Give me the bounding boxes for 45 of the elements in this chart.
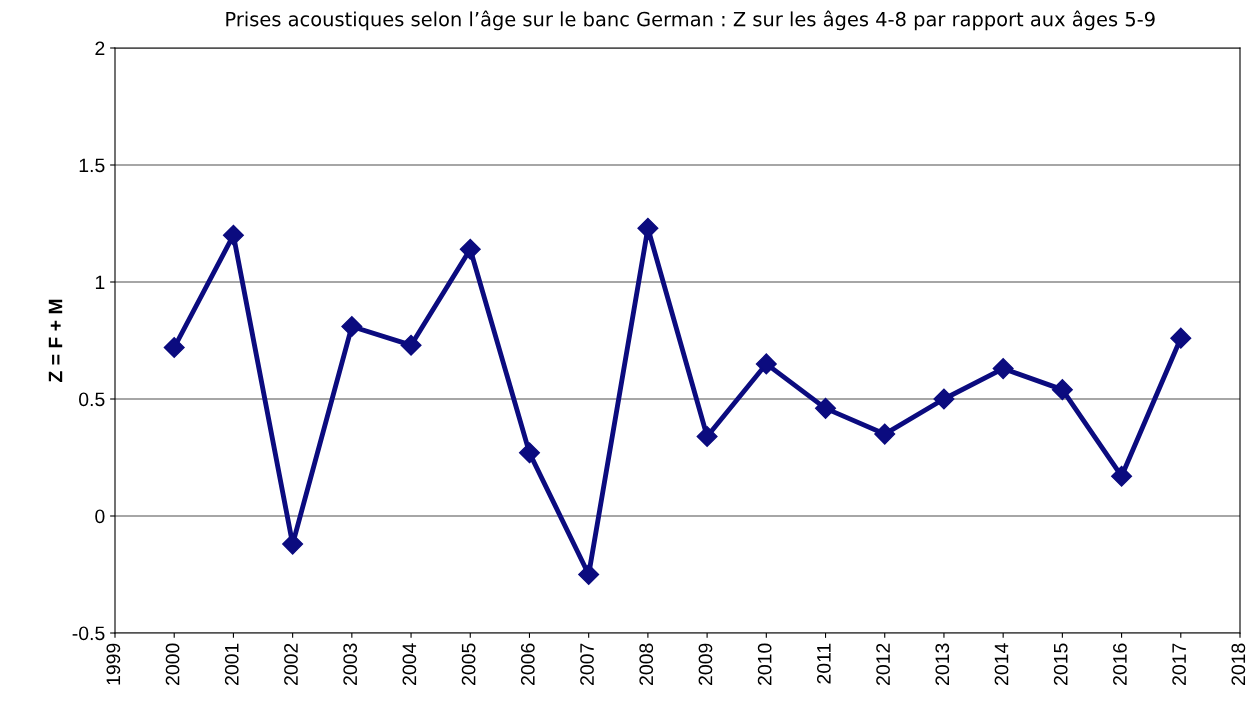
x-tick-label: 2002 — [284, 643, 298, 685]
point — [341, 315, 363, 337]
x-tick-label: 2007 — [580, 643, 594, 685]
y-tick-label: -0.5 — [72, 626, 105, 641]
x-tick-label: 2010 — [757, 643, 772, 685]
y-axis-title: Z = F + M — [48, 299, 63, 383]
y-tick-label: 1 — [95, 275, 105, 290]
point — [1111, 465, 1133, 487]
point — [933, 388, 955, 410]
x-tick-label: 2009 — [698, 643, 713, 685]
point — [637, 217, 659, 239]
y-tick-label: 1.5 — [79, 158, 105, 173]
x-tick-label: 2005 — [461, 643, 476, 685]
x-tick-label: 2012 — [876, 643, 890, 685]
x-tick-label: 2011 — [816, 643, 831, 684]
point — [1170, 327, 1192, 349]
y-tick-label: 0.5 — [79, 392, 105, 407]
point — [459, 238, 481, 260]
chart-title: Prises acoustiques selon l’âge sur le banc German : Z sur les âges 4-8 par rapport aux âges 5-9 — [226, 10, 1155, 31]
point — [518, 442, 540, 464]
point — [400, 334, 422, 356]
point — [163, 337, 185, 359]
x-tick-label: 2017 — [1172, 643, 1187, 685]
x-tick-label: 2003 — [343, 643, 358, 685]
x-tick-label: 2000 — [165, 643, 180, 685]
x-tick-label: 2001 — [224, 643, 239, 685]
x-tick-label: 2008 — [639, 643, 654, 685]
y-tick-label: 2 — [95, 41, 105, 56]
y-tick-label: 0 — [95, 509, 105, 524]
point — [992, 358, 1014, 380]
x-tick-label: 2018 — [1231, 643, 1246, 685]
point — [755, 353, 777, 375]
x-tick-label: 2004 — [402, 643, 417, 685]
x-tick-label: 2013 — [935, 643, 950, 685]
point — [1051, 379, 1073, 401]
point — [696, 425, 718, 447]
point — [815, 397, 837, 419]
x-tick-label: 2014 — [994, 643, 1009, 685]
x-tick-label: 2006 — [520, 643, 535, 685]
x-tick-label: 2016 — [1113, 643, 1127, 685]
x-tick-label: 1999 — [106, 643, 121, 685]
point — [874, 423, 896, 445]
point — [578, 563, 600, 586]
point — [222, 224, 244, 246]
x-tick-label: 2015 — [1053, 643, 1068, 685]
